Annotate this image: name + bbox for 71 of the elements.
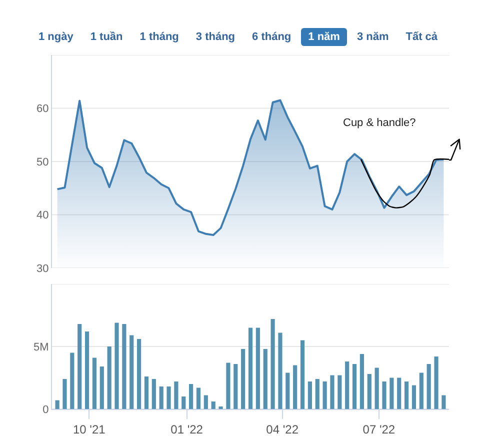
x-tick-label: 01 '22 [170, 422, 204, 436]
bar [338, 375, 342, 409]
bar [92, 358, 96, 409]
bar [152, 379, 156, 409]
bar [78, 324, 82, 409]
bar [345, 362, 350, 409]
bar [189, 384, 194, 409]
bar [137, 339, 142, 409]
bar [434, 356, 438, 409]
bar [114, 322, 119, 409]
bar [404, 382, 409, 409]
bar [256, 328, 260, 409]
text: 3 năm [356, 30, 389, 45]
bar [278, 332, 282, 409]
bar [182, 396, 186, 409]
bar [419, 372, 424, 409]
bar [322, 382, 327, 409]
text: 1 tuần [90, 30, 123, 45]
bar [270, 319, 275, 409]
bar [234, 364, 238, 409]
bar [70, 352, 74, 409]
bar [196, 388, 201, 409]
y-tick-label: 60 [36, 103, 49, 116]
bar [144, 376, 149, 409]
bar [374, 368, 379, 409]
y-tick-label: 5M [34, 341, 49, 354]
bar [226, 362, 230, 409]
text: Tất cả [406, 30, 438, 45]
bar [84, 332, 90, 409]
bar [308, 382, 312, 409]
bar [211, 402, 216, 409]
bar [300, 340, 305, 409]
x-tick-label: 04 '22 [266, 422, 299, 436]
text: 1 ngày [38, 30, 74, 45]
bar [367, 374, 372, 409]
bar [166, 386, 171, 409]
y-tick-label: 40 [36, 210, 49, 222]
bar [352, 364, 357, 409]
text: 6 tháng [252, 30, 292, 45]
y-tick-label: 50 [36, 156, 49, 168]
bar [204, 395, 208, 409]
bar [241, 349, 246, 409]
bar [174, 382, 178, 409]
bar [62, 379, 67, 409]
bar [130, 335, 134, 409]
bar [442, 395, 446, 409]
x-tick-label: 07 '22 [362, 422, 396, 436]
y-tick-label: 30 [36, 262, 49, 275]
bar [263, 349, 268, 409]
bar [122, 324, 126, 409]
x-tick-label: 10 '21 [72, 422, 106, 436]
y-tick-label: 0 [42, 404, 49, 416]
bar [107, 346, 112, 409]
bar [330, 375, 334, 409]
bar [390, 378, 394, 409]
bar [159, 386, 164, 409]
bar [315, 379, 320, 409]
text: 1 tháng [140, 30, 179, 45]
text: 3 tháng [196, 30, 236, 45]
bar [397, 378, 402, 409]
bar [248, 328, 253, 409]
bar [100, 366, 104, 409]
text: 1 năm [301, 28, 347, 46]
bar [412, 385, 416, 409]
bar [360, 354, 364, 409]
bar [426, 364, 431, 409]
annotation: Cup & handle? [343, 117, 416, 129]
bar [286, 372, 290, 409]
bar [293, 365, 298, 409]
bar [55, 400, 60, 409]
bar [382, 382, 386, 409]
